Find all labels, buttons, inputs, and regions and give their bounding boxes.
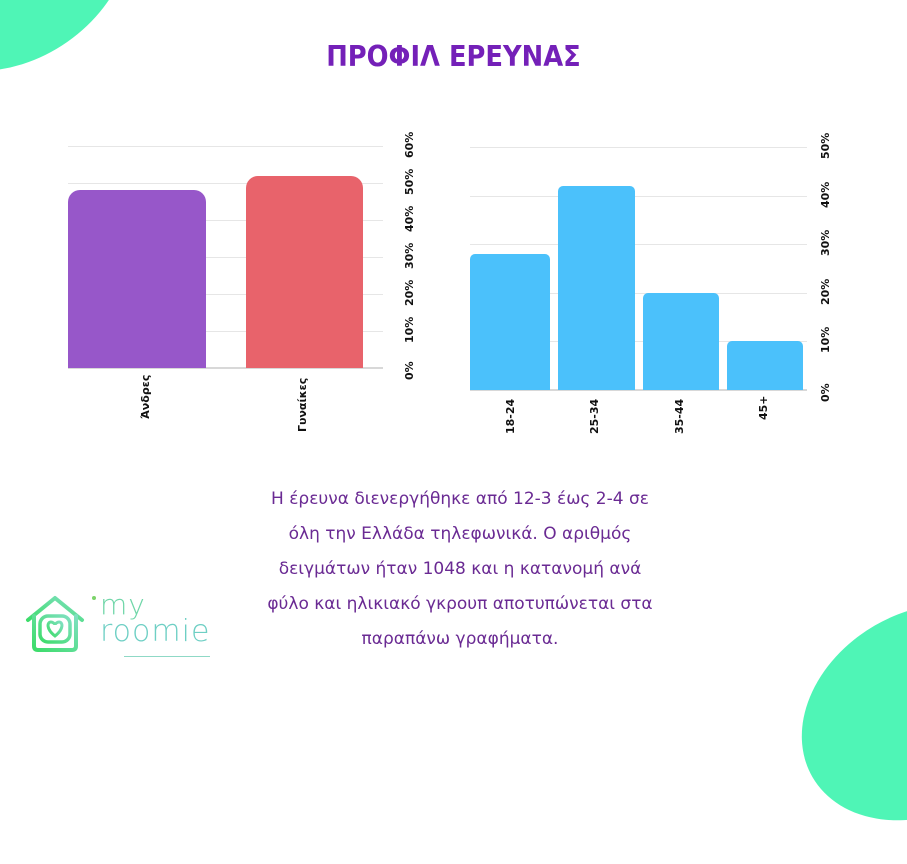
survey-description: Η έρευνα διενεργήθηκε από 12-3 έως 2-4 σ… (220, 482, 700, 657)
bar-35-44 (642, 292, 719, 390)
bar-Άνδρες (68, 190, 206, 368)
page-title: ΠΡΟΦΙΛ ΕΡΕΥΝΑΣ (326, 40, 581, 73)
x-axis-line (68, 367, 383, 369)
logo-text-my: my (100, 588, 146, 621)
description-line: Η έρευνα διενεργήθηκε από 12-3 έως 2-4 σ… (271, 489, 649, 509)
y-tick-label: 10% (819, 327, 832, 354)
description-line: δειγμάτων ήταν 1048 και η κατανομή ανά (278, 559, 642, 579)
bar-45+ (726, 341, 803, 390)
gender-bar-chart: 0% 10% 20% 30% 40% 50% 60% Άνδρες Γυναίκες (68, 132, 416, 432)
x-tick-label: 35-44 (672, 398, 686, 434)
gridline (68, 294, 383, 295)
y-tick-label: 20% (819, 278, 832, 305)
description-line: όλη την Ελλάδα τηλεφωνικά. Ο αριθμός (288, 524, 632, 544)
x-tick-label: 18-24 (504, 398, 518, 434)
logo-text-roomie: roomie (100, 614, 211, 649)
y-tick-label: 30% (403, 242, 416, 269)
house-heart-icon (26, 596, 84, 652)
gridline (68, 220, 383, 221)
y-tick-label: 30% (819, 229, 832, 257)
logo-dot (92, 596, 96, 600)
gridline (470, 195, 807, 197)
age-bar-chart: 0% 10% 20% 30% 40% 50% 18-24 25-34 35-44 45+ (470, 133, 832, 434)
x-tick-label: Γυναίκες (296, 378, 310, 433)
gridline (470, 341, 807, 343)
x-tick-label: 25-34 (588, 398, 602, 434)
x-axis-line (470, 389, 807, 391)
x-tick-label: 45+ (756, 395, 770, 421)
y-tick-label: 60% (403, 131, 416, 158)
y-tick-label: 40% (403, 205, 416, 232)
gridline (470, 292, 807, 294)
y-tick-label: 0% (819, 383, 832, 402)
bar-25-34 (558, 185, 635, 390)
y-tick-label: 50% (819, 132, 832, 159)
x-tick-label: Άνδρες (138, 374, 152, 419)
gridline (470, 244, 807, 246)
logo-underline (124, 656, 210, 657)
gridline (68, 257, 383, 258)
description-line: φύλο και ηλικιακό γκρουπ αποτυπώνεται στ… (267, 594, 653, 614)
gridline (470, 147, 807, 148)
description-line: παραπάνω γραφήματα. (361, 629, 559, 649)
decorative-shape-bottom-right (762, 560, 907, 864)
myroomie-logo: my roomie (22, 588, 232, 660)
bar-18-24 (470, 253, 551, 390)
y-tick-label: 20% (403, 279, 416, 306)
bar-Γυναίκες (245, 175, 363, 368)
y-tick-label: 10% (403, 316, 416, 343)
y-tick-label: 40% (819, 181, 832, 208)
y-tick-label: 50% (403, 168, 416, 195)
gridline (68, 183, 383, 184)
gridline (68, 331, 383, 332)
y-tick-label: 0% (403, 361, 416, 380)
gridline (68, 146, 383, 147)
